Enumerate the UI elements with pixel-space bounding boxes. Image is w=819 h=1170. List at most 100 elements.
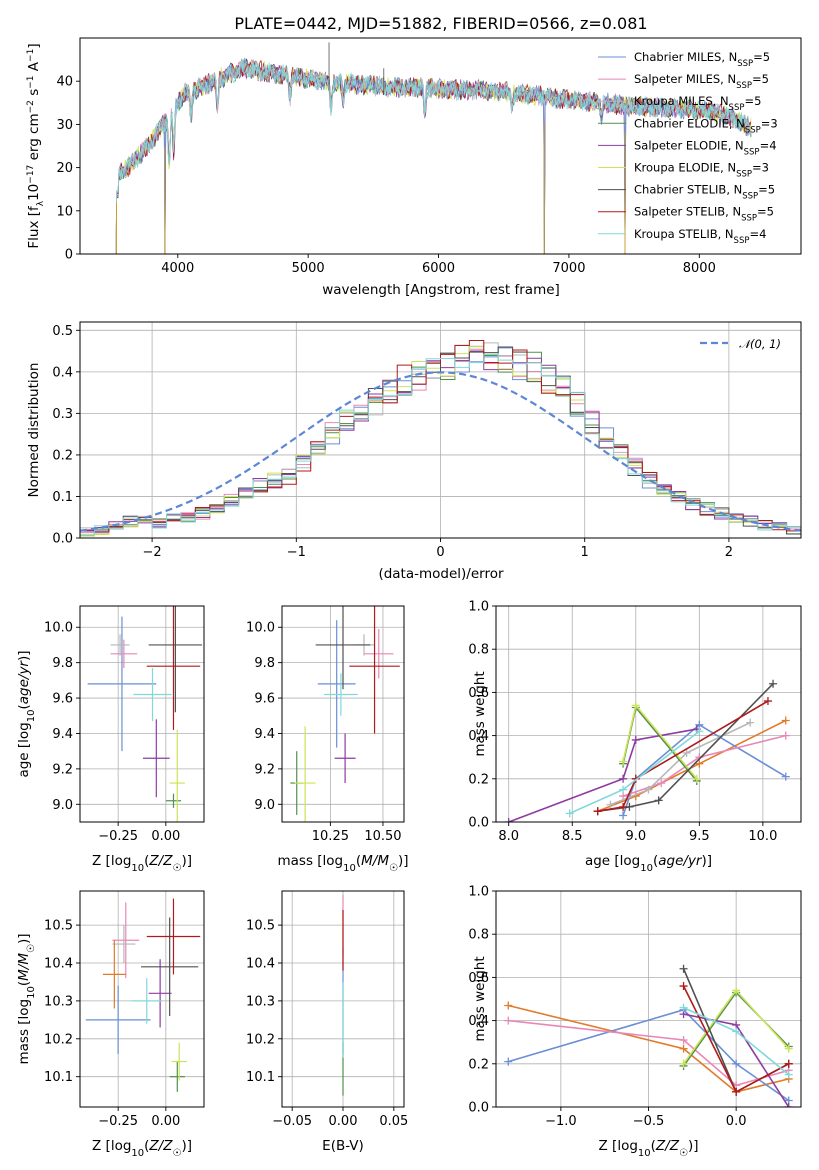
mass-weight-vs-age-series-2-marker [644,785,653,794]
age-vs-Z-axes: −0.25 0.009.09.29.49.69.810.0Z [log10(Z/Z… [16,605,205,874]
label-part: )] [702,853,713,869]
mass-vs-Z-xlabel: Z [log10(Z/Z☉)] [92,1138,192,1159]
mass-weight-vs-Z-series-5-marker [679,1059,688,1068]
legend-model: Chabrier MILES, N [634,50,737,64]
legend-nssp: =4 [760,138,777,152]
label-part: ☉ [172,863,181,874]
y-tick-label: 9.8 [52,656,73,671]
legend-nssp: =5 [753,50,770,64]
mass-weight-vs-Z-series-orange [508,1004,789,1093]
mass-weight-vs-age-series-1-marker [781,731,790,740]
figure-title: PLATE=0442, MJD=51882, FIBERID=0566, z=0… [234,14,647,33]
mass-weight-vs-Z-series-orange-marker [679,1044,688,1053]
y-tick-label: 30 [56,118,73,133]
x-tick-label: 0.00 [329,1114,358,1129]
label-part: mass [log [277,853,343,869]
y-tick-label: 10.3 [44,994,73,1009]
x-tick-label: 4000 [161,261,194,276]
legend-entry-6: Chabrier STELIB, NSSP=5 [634,183,775,202]
x-tick-label: −0.5 [633,1114,665,1129]
age-vs-Z-ylabel: age [log10(age/yr)] [16,650,37,777]
label-part: ( [356,853,361,869]
mass-weight-vs-Z-series-8-marker [784,1070,793,1079]
mass-weight-vs-age-series-7-marker [619,802,628,811]
y-tick-label: 40 [56,75,73,90]
mass-weight-vs-age-series-5-marker [619,757,628,766]
age-vs-Z-frame [79,605,205,823]
mass-weight-vs-age-series-4-marker [619,774,628,783]
y-tick-label: 10.3 [246,994,275,1009]
label-part: ☉ [679,1148,688,1159]
mass-weight-vs-Z-series-7-marker [732,1087,741,1096]
label-part: mass weight [472,956,488,1041]
label-part: )] [16,650,32,661]
x-tick-label: −0.25 [98,829,138,844]
y-tick-label: 1.0 [468,885,489,900]
mass-weight-vs-Z-lines [504,964,793,1107]
age-vs-mass-axes: 10.25 10.50 9.0 9.2 9.4 9.6 9.8 10.0 mass [log10… [246,605,409,874]
legend-entry-0: Chabrier MILES, NSSP=5 [634,50,770,69]
label-part: ( [653,853,658,869]
y-tick-label: 0.6 [468,686,489,701]
legend-entry-3: Chabrier ELODIE, NSSP=3 [634,116,778,135]
label-part: A [26,61,42,75]
mass-weight-vs-age-series-orange-marker [781,716,790,725]
mass-weight-vs-age-series-2-marker [746,718,755,727]
label-part: )] [688,1138,699,1154]
mass-weight-vs-Z-series-0-marker [504,1057,513,1066]
mass-weight-vs-age-series-8-marker [565,809,574,818]
mass-weight-vs-age-xlabel: age [log10(age/yr)] [585,853,712,874]
legend-model: Salpeter STELIB, N [634,205,741,219]
mass-weight-vs-age-series-2 [610,721,751,806]
x-tick-label: −1 [287,545,306,560]
mass-weight-vs-Z-series-1-marker [679,1036,688,1045]
mass-weight-vs-Z-frame [495,890,802,1108]
legend-model: Kroupa ELODIE, N [634,161,736,175]
x-tick-label: 0.0 [726,1114,747,1129]
label-part: 10 [26,184,42,201]
age-vs-mass-errorbars [290,606,400,822]
legend-sub: SSP [742,192,758,202]
y-tick-label: 9.0 [254,798,275,813]
mass-weight-vs-age-series-2-marker [606,800,615,809]
label-part: E(B-V) [322,1138,364,1154]
legend-sub: SSP [736,170,752,180]
y-tick-label: 10.5 [246,919,275,934]
normal-curve [80,371,801,532]
mass-weight-vs-age-series-8-marker [695,727,704,736]
y-tick-label: 0.0 [468,816,489,831]
spectrum-ylabel: Flux [fλ10−17 erg cm−2 s−1 A−1] [26,43,46,248]
y-tick-label: 9.2 [254,762,275,777]
legend-entry-4: Salpeter ELODIE, NSSP=4 [634,138,777,157]
mass-weight-vs-Z-series-5-marker [784,1044,793,1053]
legend-nssp: =3 [752,161,769,175]
label-part: age [log [16,722,32,777]
mass-weight-vs-age-frame [495,605,802,823]
mass-weight-vs-age-series-6-marker [769,679,778,688]
label-part: 10 [638,1148,651,1159]
x-tick-label: −0.05 [272,1114,312,1129]
legend-model: Salpeter ELODIE, N [634,138,744,152]
x-tick-label: 2 [725,545,733,560]
x-tick-label: 6000 [422,261,455,276]
mass-vs-ebv-xlabel: E(B-V) [322,1138,364,1154]
mass-weight-vs-age-series-1 [622,734,786,797]
legend-nssp: =5 [758,183,775,197]
legend-model: Kroupa MILES, N [634,94,729,108]
x-tick-label: 9.0 [625,829,646,844]
y-tick-label: 10.4 [246,957,275,972]
legend-nssp: =3 [761,116,778,130]
y-tick-label: 0.4 [468,1014,489,1029]
y-tick-label: 9.0 [52,798,73,813]
mass-weight-vs-age-series-4-marker [504,818,513,822]
normal-legend-label: 𝒩(0, 1) [739,337,781,351]
mass-weight-vs-age-series-7-marker [763,697,772,706]
y-tick-label: 10.1 [246,1070,275,1085]
x-tick-label: 8000 [683,261,716,276]
label-part: )] [181,853,192,869]
mass-weight-vs-Z-series-5-marker [732,986,741,995]
mass-weight-vs-Z-series-0-marker [732,1059,741,1068]
mass-weight-vs-Z-series-4-marker [784,1103,793,1107]
